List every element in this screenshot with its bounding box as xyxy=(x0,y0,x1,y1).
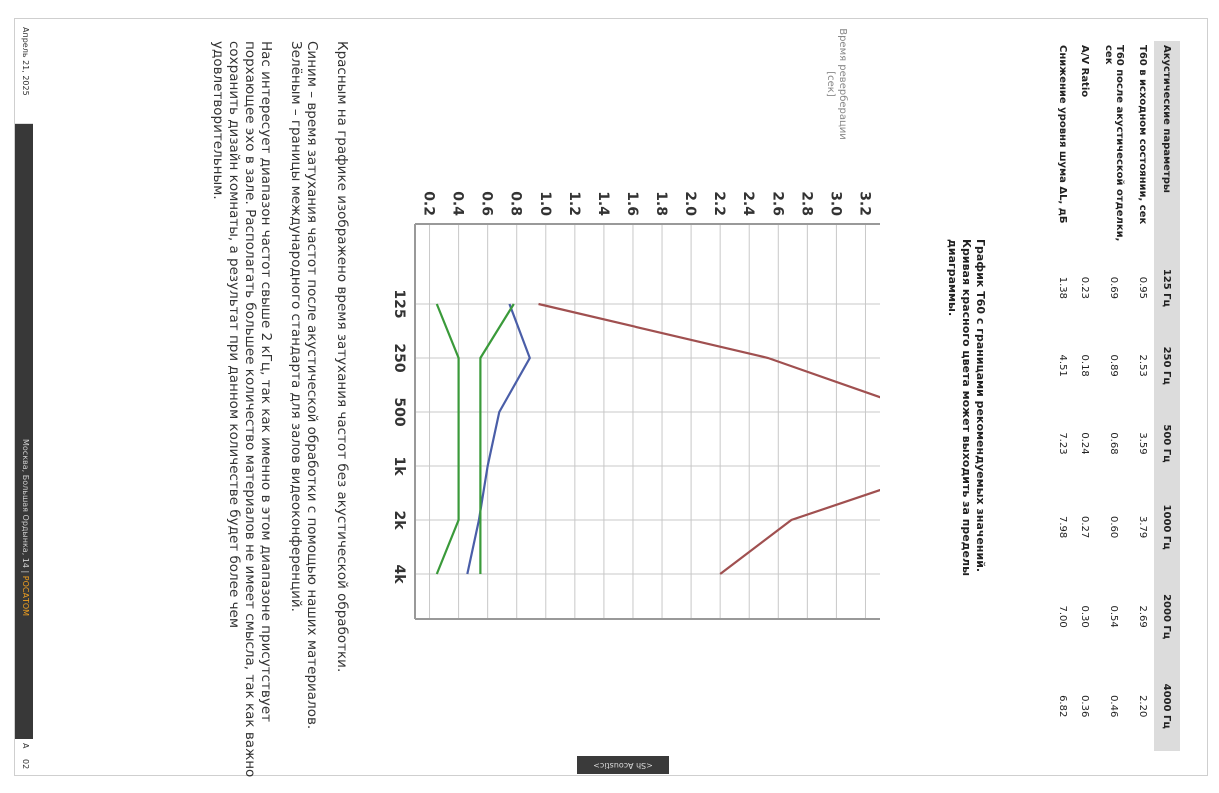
footer-date-block: Апрель 21, 2025 xyxy=(15,19,33,124)
y-tick-label: 3.0 xyxy=(827,191,843,216)
y-tick-label: 2.4 xyxy=(740,191,756,216)
note-paragraph: Синим – время затухания частот после аку… xyxy=(304,41,320,730)
note-paragraph: Красным на графике изображено время зату… xyxy=(334,41,350,673)
series-line xyxy=(479,303,515,574)
y-tick-label: 1.2 xyxy=(566,191,582,216)
x-tick-label: 2k xyxy=(391,510,407,530)
note-paragraph: Нас интересует диапазон частот свыше 2 к… xyxy=(210,41,274,778)
notes: Красным на графике изображено время зату… xyxy=(196,41,350,781)
note-paragraph: Зелёным – границы международного стандар… xyxy=(288,41,304,612)
y-tick-label: 2.6 xyxy=(769,191,785,216)
footer-bar: Апрель 21, 2025 Москва, Большая Ордынка,… xyxy=(15,19,33,774)
x-tick-label: 125 xyxy=(391,289,407,318)
footer-brand: РОСАТОМ xyxy=(21,575,30,617)
page-number-box: A 02 xyxy=(15,739,33,774)
y-tick-label: 1.0 xyxy=(537,191,553,216)
x-tick-label: 1k xyxy=(391,456,407,476)
page-letter: A xyxy=(21,743,30,749)
page-number: 02 xyxy=(21,759,30,770)
y-tick-label: 2.0 xyxy=(682,191,698,216)
footer-separator: | xyxy=(21,567,30,576)
y-axis-label: [сек] xyxy=(825,71,836,97)
y-tick-label: 2.2 xyxy=(711,191,727,216)
series-line xyxy=(435,303,460,575)
tag-label: <Sh Acoustic> xyxy=(593,761,653,770)
series-line xyxy=(466,303,532,575)
document-frame xyxy=(14,18,1208,776)
footer-address-text: Москва, Большая Ордынка, 14 xyxy=(21,439,30,568)
y-tick-label: 0.4 xyxy=(450,191,466,216)
x-tick-label: 4k xyxy=(391,564,407,584)
y-axis-label: Время реверберации xyxy=(837,28,848,140)
reverberation-chart: 0.2 0.4 0.6 0.8 1.0 1.2 1.4 1.6 1.8 2.0 2.2 2.4 2.6 2… xyxy=(391,28,880,620)
y-tick-label: 1.8 xyxy=(653,191,669,216)
y-tick-label: 1.6 xyxy=(624,191,640,216)
series-line xyxy=(538,302,880,575)
y-tick-label: 0.2 xyxy=(421,191,437,216)
x-tick-label: 250 xyxy=(391,343,407,372)
y-tick-label: 1.4 xyxy=(595,191,611,216)
y-tick-label: 0.6 xyxy=(479,191,495,216)
y-tick-label: 2.8 xyxy=(798,191,814,216)
footer-date: Апрель 21, 2025 xyxy=(21,27,30,96)
x-tick-label: 500 xyxy=(391,397,407,426)
footer-address: Москва, Большая Ордынка, 14 | РОСАТОМ xyxy=(21,439,30,616)
y-tick-label: 3.2 xyxy=(856,191,872,216)
y-tick-label: 0.8 xyxy=(508,191,524,216)
rotated-page: Акустические параметры 125 Гц 250 Гц 500… xyxy=(15,19,1205,777)
tag-box: <Sh Acoustic> xyxy=(577,756,669,774)
